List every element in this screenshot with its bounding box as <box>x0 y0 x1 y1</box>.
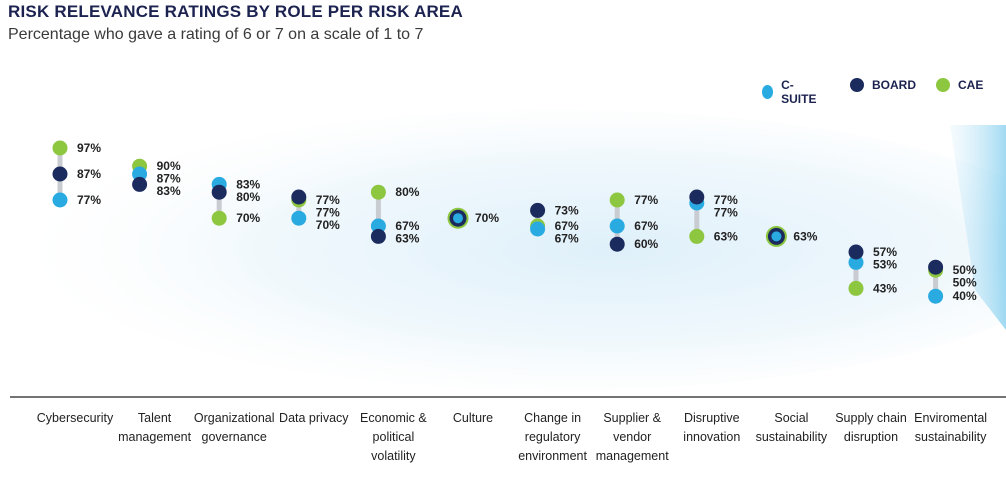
data-label: 50% <box>953 276 977 290</box>
data-point-cae <box>609 192 625 208</box>
data-label: 67% <box>555 219 579 233</box>
category-label: environment <box>518 449 587 463</box>
data-point-board <box>211 184 227 200</box>
data-point-c-suite <box>530 221 546 237</box>
background-decoration <box>40 110 1006 390</box>
legend-marker <box>850 78 864 92</box>
data-point-cae <box>370 184 386 200</box>
category-label: political <box>373 430 415 444</box>
data-label: 40% <box>953 289 977 303</box>
data-label: 73% <box>555 203 579 217</box>
data-label: 80% <box>395 185 419 199</box>
category-label: Talent <box>138 411 172 425</box>
category-label: sustainability <box>915 430 987 444</box>
data-point-c-suite <box>52 192 68 208</box>
data-label: 87% <box>157 172 181 186</box>
data-point-board <box>609 236 625 252</box>
data-label: 77% <box>714 206 738 220</box>
data-point-board <box>370 228 386 244</box>
data-label: 80% <box>236 190 260 204</box>
category-label: regulatory <box>525 430 581 444</box>
data-label: 63% <box>395 232 419 246</box>
data-label: 43% <box>873 281 897 295</box>
data-label: 83% <box>236 177 260 191</box>
data-point-c-suite <box>848 254 864 270</box>
category-label: Enviromental <box>914 411 987 425</box>
category-label: Cybersecurity <box>37 411 114 425</box>
data-label: 67% <box>395 219 419 233</box>
data-label: 77% <box>634 193 658 207</box>
legend-item-c-suite: C-SUITE <box>762 78 819 106</box>
category-label: volatility <box>371 449 416 463</box>
data-point-c-suite <box>291 210 307 226</box>
data-point-board <box>848 244 864 260</box>
data-label: 67% <box>634 219 658 233</box>
data-label: 63% <box>714 229 738 243</box>
category-label: management <box>118 430 191 444</box>
data-point-board <box>132 176 148 192</box>
data-label: 90% <box>157 159 181 173</box>
data-point-cae <box>211 210 227 226</box>
data-label: 70% <box>316 218 340 232</box>
data-point-c-suite <box>370 218 386 234</box>
data-label: 57% <box>873 245 897 259</box>
category-label: sustainability <box>756 430 828 444</box>
data-point-c-suite <box>453 213 463 224</box>
data-point-c-suite <box>771 231 782 242</box>
data-point-cae <box>848 280 864 296</box>
legend-item-board: BOARD <box>850 78 916 92</box>
legend-marker <box>762 85 774 99</box>
data-label: 70% <box>236 211 260 225</box>
data-label: 77% <box>316 193 340 207</box>
data-point-board <box>928 259 944 275</box>
chart-title: RISK RELEVANCE RATINGS BY ROLE PER RISK … <box>8 2 463 21</box>
category-label: Culture <box>453 411 493 425</box>
legend-item-cae: CAE <box>936 78 983 92</box>
data-label: 87% <box>77 167 101 181</box>
data-point-board <box>52 166 68 182</box>
data-point-c-suite <box>609 218 625 234</box>
category-label: Supplier & <box>603 411 661 425</box>
data-point-c-suite <box>132 166 148 182</box>
legend-label: BOARD <box>872 78 916 92</box>
data-point-board <box>689 189 705 205</box>
data-label: 77% <box>714 193 738 207</box>
data-label: 77% <box>316 206 340 220</box>
data-point-board <box>530 202 546 218</box>
legend-label: CAE <box>958 78 984 92</box>
category-label: Change in <box>524 411 581 425</box>
category-label: Social <box>774 411 808 425</box>
legend-marker <box>936 78 950 92</box>
data-label: 50% <box>953 263 977 277</box>
data-point-cae <box>52 140 68 156</box>
data-label: 97% <box>77 141 101 155</box>
category-label: governance <box>202 430 267 444</box>
data-label: 60% <box>634 237 658 251</box>
data-point-board <box>291 189 307 205</box>
data-label: 83% <box>157 184 181 198</box>
category-label: Supply chain <box>835 411 907 425</box>
chart-subtitle: Percentage who gave a rating of 6 or 7 o… <box>8 26 424 43</box>
category-label: Organizational <box>194 411 275 425</box>
category-label: disruption <box>844 430 898 444</box>
category-label: Data privacy <box>279 411 349 425</box>
data-point-c-suite <box>928 288 944 304</box>
category-label: Economic & <box>360 411 427 425</box>
category-label: vendor <box>613 430 651 444</box>
category-label: Disruptive <box>684 411 740 425</box>
legend-label: C-SUITE <box>781 78 817 106</box>
data-label: 67% <box>555 232 579 246</box>
category-label: innovation <box>683 430 740 444</box>
data-label: 70% <box>475 211 499 225</box>
data-point-cae <box>689 228 705 244</box>
data-label: 63% <box>793 229 817 243</box>
data-label: 77% <box>77 193 101 207</box>
category-label: management <box>596 449 669 463</box>
data-label: 53% <box>873 258 897 272</box>
